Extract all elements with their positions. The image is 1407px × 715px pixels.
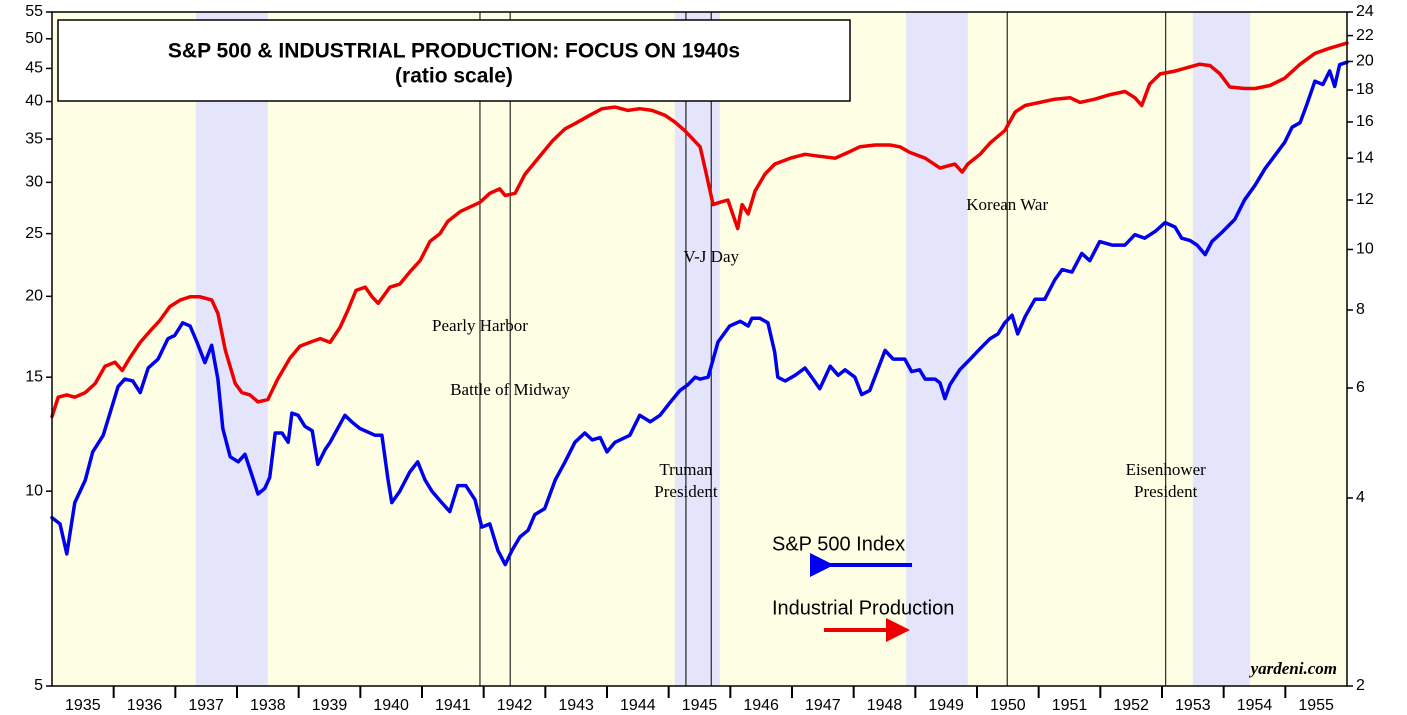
legend-label: S&P 500 Index (772, 533, 905, 555)
x-tick-label: 1955 (1298, 697, 1334, 714)
x-tick-label: 1938 (250, 697, 286, 714)
plot-border (51, 11, 1348, 687)
title-box: S&P 500 & INDUSTRIAL PRODUCTION: FOCUS O… (57, 19, 851, 102)
event-label: Eisenhower (1126, 460, 1207, 479)
shaded-periods (195, 12, 1251, 686)
y2-tick-label: 12 (1356, 191, 1374, 208)
series-lines (50, 41, 1349, 567)
x-tick-label: 1945 (682, 697, 718, 714)
events: Pearly Harbor Battle of Midway Truman Presi… (432, 12, 1206, 686)
x-tick-label: 1935 (65, 697, 101, 714)
y2-tick-label: 4 (1356, 489, 1365, 506)
x-tick-label: 1939 (312, 697, 348, 714)
event-label: Pearly Harbor (432, 316, 528, 335)
x-tick-label: 1953 (1175, 697, 1211, 714)
y2-tick-label: 6 (1356, 379, 1365, 396)
y2-tick-label: 2 (1356, 677, 1365, 694)
shaded-period (195, 12, 268, 686)
event-label: Truman (659, 460, 713, 479)
y2-tick-label: 20 (1356, 53, 1374, 70)
series-line (50, 41, 1349, 419)
y-tick-label: 30 (25, 174, 43, 191)
x-tick-label: 1946 (743, 697, 779, 714)
x-tick-label: 1941 (435, 697, 471, 714)
y2-tick-label: 14 (1356, 149, 1374, 166)
y-tick-label: 45 (25, 60, 43, 77)
event-label: President (654, 482, 718, 501)
x-tick-label: 1951 (1052, 697, 1088, 714)
x-tick-label: 1952 (1113, 697, 1149, 714)
legend: S&P 500 Index Industrial Production (772, 533, 954, 642)
shaded-period (674, 12, 720, 686)
series-line (50, 60, 1349, 567)
axes: 5101520253035404550552468101214161820222… (25, 3, 1374, 714)
y-tick-label: 35 (25, 130, 43, 147)
title-frame (57, 19, 851, 102)
y-tick-label: 5 (34, 677, 43, 694)
y2-tick-label: 8 (1356, 301, 1365, 318)
y-tick-label: 10 (25, 482, 43, 499)
x-tick-label: 1948 (867, 697, 903, 714)
source-label: yardeni.com (1249, 659, 1337, 678)
event-label: Korean War (966, 195, 1048, 214)
legend-label: Industrial Production (772, 597, 954, 619)
y2-tick-label: 18 (1356, 81, 1374, 98)
y-tick-label: 50 (25, 30, 43, 47)
y-tick-label: 20 (25, 288, 43, 305)
y-tick-label: 55 (25, 3, 43, 20)
shaded-period (906, 12, 968, 686)
x-tick-label: 1944 (620, 697, 656, 714)
event-label: Battle of Midway (450, 380, 570, 399)
x-tick-label: 1937 (188, 697, 224, 714)
event-label: President (1134, 482, 1198, 501)
x-tick-label: 1936 (127, 697, 163, 714)
x-tick-label: 1950 (990, 697, 1026, 714)
y2-tick-label: 24 (1356, 3, 1374, 20)
x-tick-label: 1947 (805, 697, 841, 714)
y-tick-label: 40 (25, 93, 43, 110)
chart-title: S&P 500 & INDUSTRIAL PRODUCTION: FOCUS O… (168, 40, 740, 63)
shaded-period (1192, 12, 1251, 686)
event-label: V-J Day (683, 247, 739, 266)
y-tick-label: 15 (25, 368, 43, 385)
y2-tick-label: 22 (1356, 27, 1374, 44)
y-tick-label: 25 (25, 225, 43, 242)
chart-subtitle: (ratio scale) (395, 65, 513, 88)
x-tick-label: 1954 (1237, 697, 1273, 714)
y2-tick-label: 10 (1356, 241, 1374, 258)
x-tick-label: 1942 (497, 697, 533, 714)
y2-tick-label: 16 (1356, 113, 1374, 130)
x-tick-label: 1943 (558, 697, 594, 714)
x-tick-label: 1940 (373, 697, 409, 714)
x-tick-label: 1949 (928, 697, 964, 714)
